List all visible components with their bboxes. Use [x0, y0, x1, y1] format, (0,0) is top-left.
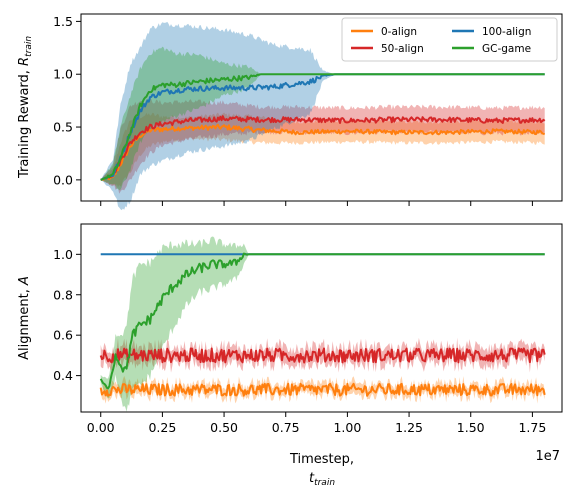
y-tick-label: 0.6 [53, 328, 73, 343]
legend-label-0-align: 0-align [381, 26, 417, 38]
x-tick-label: 1.25 [395, 420, 423, 435]
line-0-align [99, 382, 546, 397]
top-panel: 0.0 0.5 1.0 1.5 Training Reward, Rtrain 0-a… [17, 13, 563, 211]
legend: 0-align 100-align 50-align GC-game [341, 17, 558, 62]
x-tick-label: 1.75 [518, 420, 546, 435]
line-gc-game [100, 73, 545, 181]
x-tick-label: 1.50 [457, 420, 485, 435]
line-gc-game [99, 252, 545, 390]
band-50-align [100, 337, 545, 373]
x-tick-label: 0.00 [87, 420, 115, 435]
x-axis-title: Timestep, [289, 452, 354, 467]
legend-box [341, 17, 558, 62]
line-50-align [99, 347, 546, 364]
top-y-axis-title: Training Reward, Rtrain [17, 36, 34, 179]
x-tick-label: 1.00 [333, 420, 361, 435]
y-tick-label: 0.0 [53, 172, 73, 187]
bottom-y-ticks: 0.4 0.6 0.8 1.0 [53, 247, 81, 383]
y-tick-label: 0.8 [53, 287, 73, 302]
x-axis-title-symbol: ttrain [309, 471, 335, 488]
x-tick-label: 0.50 [210, 420, 238, 435]
bottom-y-axis-title: Alignment, A [17, 276, 32, 360]
bottom-plot-frame [80, 223, 563, 413]
legend-label-50-align: 50-align [381, 43, 424, 55]
top-series-lines [100, 73, 546, 181]
x-tick-label: 0.25 [148, 420, 176, 435]
bottom-x-ticks: 0.00 0.25 0.50 0.75 1.00 1.25 1.50 1.75 [87, 412, 546, 435]
band-gc-game [100, 46, 545, 191]
y-tick-label: 0.4 [53, 368, 73, 383]
bottom-panel: 0.4 0.6 0.8 1.0 0.00 0.25 0.50 0.75 1.00 1.25 1.5… [17, 223, 563, 488]
band-gc-game [100, 236, 545, 412]
top-plot-frame [80, 13, 563, 202]
y-tick-label: 1.0 [53, 247, 73, 262]
top-x-ticks [100, 201, 533, 206]
band-100-align [100, 21, 545, 211]
y-tick-label: 1.5 [53, 14, 73, 29]
top-y-ticks: 0.0 0.5 1.0 1.5 [53, 14, 81, 187]
line-0-align [100, 123, 545, 181]
legend-label-gc-game: GC-game [482, 43, 531, 55]
x-tick-label: 0.75 [272, 420, 300, 435]
y-tick-label: 0.5 [53, 120, 73, 135]
band-0-align [100, 112, 545, 188]
legend-label-100-align: 100-align [482, 26, 531, 38]
line-50-align [100, 115, 546, 181]
bottom-series-lines [99, 252, 546, 397]
x-axis-offset-label: 1e7 [535, 449, 560, 464]
y-tick-label: 1.0 [53, 67, 73, 82]
